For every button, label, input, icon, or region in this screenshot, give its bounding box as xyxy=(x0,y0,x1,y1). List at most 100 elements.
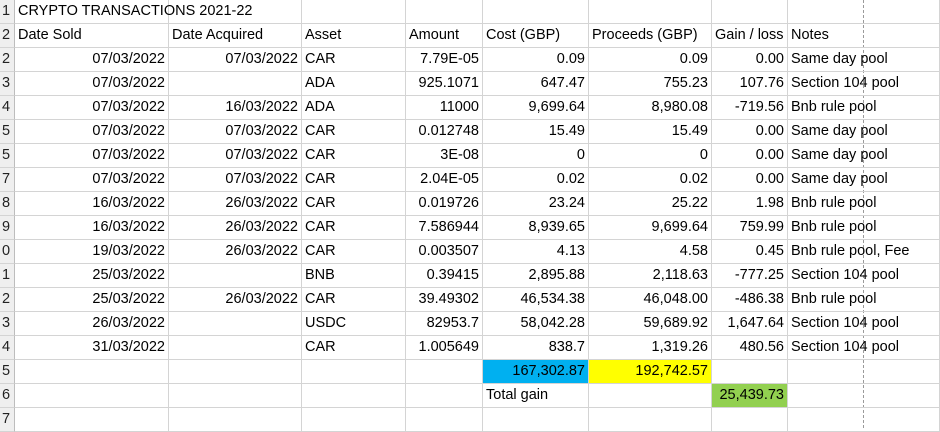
total-gain-label[interactable]: Total gain xyxy=(483,384,589,408)
cell-asset[interactable]: CAR xyxy=(302,336,406,360)
empty-cell[interactable] xyxy=(406,384,483,408)
cell-gain[interactable]: 0.00 xyxy=(712,144,788,168)
cell-cost[interactable]: 0.02 xyxy=(483,168,589,192)
cell-date-acquired[interactable]: 07/03/2022 xyxy=(169,168,302,192)
column-header-gain[interactable]: Gain / loss xyxy=(712,24,788,48)
empty-cell[interactable] xyxy=(302,384,406,408)
cell-asset[interactable]: ADA xyxy=(302,72,406,96)
cell-proceeds[interactable]: 46,048.00 xyxy=(589,288,712,312)
cell-gain[interactable]: 1.98 xyxy=(712,192,788,216)
total-gain-value[interactable]: 25,439.73 xyxy=(712,384,788,408)
empty-cell[interactable] xyxy=(169,360,302,384)
cell-proceeds[interactable]: 0 xyxy=(589,144,712,168)
empty-cell[interactable] xyxy=(589,384,712,408)
cell-proceeds[interactable]: 15.49 xyxy=(589,120,712,144)
empty-cell[interactable] xyxy=(15,384,169,408)
empty-cell[interactable] xyxy=(302,360,406,384)
cell-date-sold[interactable]: 07/03/2022 xyxy=(15,72,169,96)
cell-gain[interactable]: 0.00 xyxy=(712,168,788,192)
empty-cell[interactable] xyxy=(712,360,788,384)
empty-cell[interactable] xyxy=(15,408,169,432)
cell-asset[interactable]: CAR xyxy=(302,144,406,168)
cell-date-sold[interactable]: 07/03/2022 xyxy=(15,168,169,192)
cell-notes[interactable]: Same day pool xyxy=(788,168,940,192)
empty-cell[interactable] xyxy=(483,0,589,24)
cell-date-acquired[interactable] xyxy=(169,264,302,288)
cell-amount[interactable]: 0.39415 xyxy=(406,264,483,288)
cell-date-acquired[interactable]: 07/03/2022 xyxy=(169,120,302,144)
cell-date-sold[interactable]: 07/03/2022 xyxy=(15,120,169,144)
cell-date-acquired[interactable]: 26/03/2022 xyxy=(169,240,302,264)
cell-date-sold[interactable]: 16/03/2022 xyxy=(15,216,169,240)
cell-notes[interactable]: Same day pool xyxy=(788,48,940,72)
cell-gain[interactable]: 1,647.64 xyxy=(712,312,788,336)
cell-notes[interactable]: Bnb rule pool xyxy=(788,192,940,216)
cell-date-sold[interactable]: 31/03/2022 xyxy=(15,336,169,360)
empty-cell[interactable] xyxy=(788,384,940,408)
cell-asset[interactable]: CAR xyxy=(302,120,406,144)
cost-total-cell[interactable]: 167,302.87 xyxy=(483,360,589,384)
cell-date-acquired[interactable]: 07/03/2022 xyxy=(169,48,302,72)
cell-amount[interactable]: 2.04E-05 xyxy=(406,168,483,192)
cell-date-sold[interactable]: 07/03/2022 xyxy=(15,144,169,168)
empty-cell[interactable] xyxy=(712,0,788,24)
cell-gain[interactable]: 0.00 xyxy=(712,120,788,144)
column-header-amount[interactable]: Amount xyxy=(406,24,483,48)
cell-proceeds[interactable]: 8,980.08 xyxy=(589,96,712,120)
cell-cost[interactable]: 23.24 xyxy=(483,192,589,216)
cell-asset[interactable]: CAR xyxy=(302,216,406,240)
empty-cell[interactable] xyxy=(788,360,940,384)
column-header-date-sold[interactable]: Date Sold xyxy=(15,24,169,48)
empty-cell[interactable] xyxy=(302,408,406,432)
cell-cost[interactable]: 2,895.88 xyxy=(483,264,589,288)
cell-proceeds[interactable]: 25.22 xyxy=(589,192,712,216)
cell-gain[interactable]: -719.56 xyxy=(712,96,788,120)
cell-proceeds[interactable]: 4.58 xyxy=(589,240,712,264)
empty-cell[interactable] xyxy=(483,408,589,432)
cell-amount[interactable]: 0.019726 xyxy=(406,192,483,216)
cell-asset[interactable]: CAR xyxy=(302,168,406,192)
cell-date-acquired[interactable]: 07/03/2022 xyxy=(169,144,302,168)
empty-cell[interactable] xyxy=(169,384,302,408)
empty-cell[interactable] xyxy=(169,408,302,432)
column-header-cost[interactable]: Cost (GBP) xyxy=(483,24,589,48)
cell-proceeds[interactable]: 755.23 xyxy=(589,72,712,96)
cell-date-sold[interactable]: 16/03/2022 xyxy=(15,192,169,216)
cell-asset[interactable]: ADA xyxy=(302,96,406,120)
cell-amount[interactable]: 11000 xyxy=(406,96,483,120)
column-header-notes[interactable]: Notes xyxy=(788,24,940,48)
cell-cost[interactable]: 647.47 xyxy=(483,72,589,96)
cell-cost[interactable]: 0.09 xyxy=(483,48,589,72)
empty-cell[interactable] xyxy=(169,0,302,24)
empty-cell[interactable] xyxy=(788,0,940,24)
cell-amount[interactable]: 82953.7 xyxy=(406,312,483,336)
cell-proceeds[interactable]: 2,118.63 xyxy=(589,264,712,288)
empty-cell[interactable] xyxy=(406,408,483,432)
cell-date-sold[interactable]: 07/03/2022 xyxy=(15,48,169,72)
cell-cost[interactable]: 838.7 xyxy=(483,336,589,360)
cell-notes[interactable]: Bnb rule pool xyxy=(788,288,940,312)
cell-notes[interactable]: Bnb rule pool, Fee xyxy=(788,240,940,264)
cell-date-sold[interactable]: 25/03/2022 xyxy=(15,264,169,288)
cell-cost[interactable]: 4.13 xyxy=(483,240,589,264)
column-header-date-acquired[interactable]: Date Acquired xyxy=(169,24,302,48)
cell-asset[interactable]: CAR xyxy=(302,192,406,216)
cell-gain[interactable]: 759.99 xyxy=(712,216,788,240)
cell-amount[interactable]: 3E-08 xyxy=(406,144,483,168)
cell-cost[interactable]: 58,042.28 xyxy=(483,312,589,336)
cell-date-acquired[interactable] xyxy=(169,312,302,336)
cell-asset[interactable]: CAR xyxy=(302,48,406,72)
column-header-proceeds[interactable]: Proceeds (GBP) xyxy=(589,24,712,48)
cell-gain[interactable]: 0.00 xyxy=(712,48,788,72)
cell-date-acquired[interactable]: 26/03/2022 xyxy=(169,192,302,216)
cell-proceeds[interactable]: 1,319.26 xyxy=(589,336,712,360)
empty-cell[interactable] xyxy=(788,408,940,432)
column-header-asset[interactable]: Asset xyxy=(302,24,406,48)
proceeds-total-cell[interactable]: 192,742.57 xyxy=(589,360,712,384)
cell-date-sold[interactable]: 25/03/2022 xyxy=(15,288,169,312)
cell-gain[interactable]: -777.25 xyxy=(712,264,788,288)
cell-amount[interactable]: 0.012748 xyxy=(406,120,483,144)
cell-notes[interactable]: Section 104 pool xyxy=(788,264,940,288)
cell-notes[interactable]: Same day pool xyxy=(788,120,940,144)
